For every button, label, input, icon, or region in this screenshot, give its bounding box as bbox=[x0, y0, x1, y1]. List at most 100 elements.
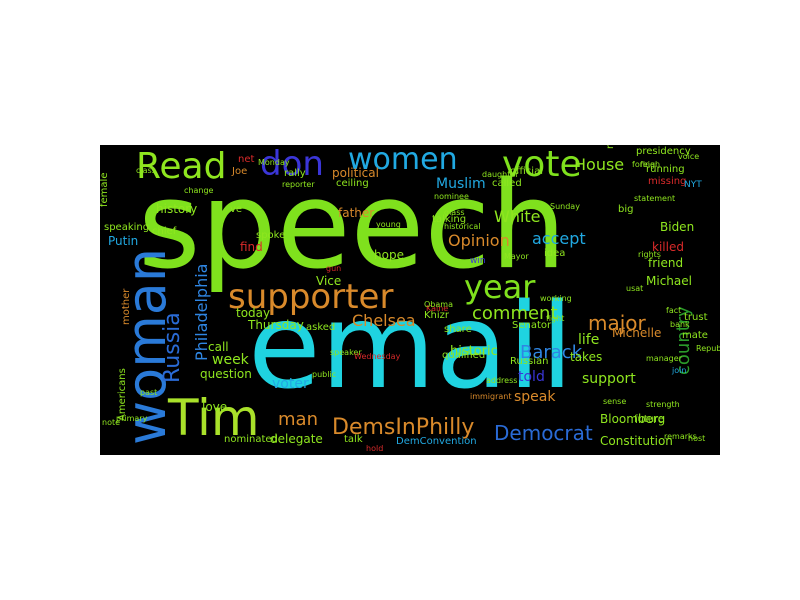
word-presidency: presidency bbox=[636, 146, 691, 157]
word-killed: killed bbox=[652, 240, 684, 254]
word-missing: missing bbox=[648, 176, 687, 187]
word-accept: accept bbox=[532, 229, 586, 248]
word-ceiling: ceiling bbox=[336, 178, 369, 189]
word-russia: Russia bbox=[160, 312, 185, 383]
word-support: support bbox=[582, 371, 636, 387]
word-historic: historic bbox=[450, 344, 498, 359]
word-talk: talk bbox=[344, 434, 363, 445]
word-past: past bbox=[140, 388, 158, 397]
word-week: week bbox=[212, 352, 249, 368]
word-republicans: Republicans bbox=[696, 344, 720, 353]
word-win: win bbox=[470, 256, 486, 266]
word-vote: vote bbox=[502, 145, 582, 185]
word-address: address bbox=[486, 376, 518, 385]
word-rally: rally bbox=[284, 168, 306, 179]
word-trust: trust bbox=[684, 312, 708, 323]
word-house: House bbox=[574, 155, 625, 174]
word-life: life bbox=[578, 332, 600, 348]
word-reporter: reporter bbox=[282, 180, 315, 189]
word-friend: friend bbox=[648, 256, 684, 270]
word-thursday: Thursday bbox=[248, 318, 304, 332]
word-vice: Vice bbox=[316, 274, 342, 288]
word-senator: Senator bbox=[512, 320, 552, 331]
word-constitution: Constitution bbox=[600, 434, 673, 448]
word-muslim: Muslim bbox=[436, 176, 486, 192]
word-change: change bbox=[184, 186, 214, 195]
word-note: note bbox=[102, 418, 121, 427]
word-bank: bank bbox=[670, 320, 690, 329]
word-biden: Biden bbox=[660, 220, 695, 234]
word-wednesday: Wednesday bbox=[354, 352, 401, 361]
word-mate: mate bbox=[682, 330, 708, 341]
word-gun: gun bbox=[326, 264, 342, 273]
word-asked: asked bbox=[306, 322, 336, 333]
word-obama: Obama bbox=[424, 300, 453, 309]
word-running: running bbox=[646, 164, 685, 175]
word-russian: Russian bbox=[510, 356, 549, 367]
word-tim: Tim bbox=[168, 389, 260, 447]
word-chelsea: Chelsea bbox=[352, 311, 416, 330]
word-putin: Putin bbox=[108, 234, 139, 248]
word-talking: talking bbox=[432, 214, 467, 225]
word-host: host bbox=[688, 434, 706, 443]
word-glass: glass bbox=[444, 208, 465, 217]
word-takes: takes bbox=[570, 350, 603, 364]
word-mayor: Mayor bbox=[504, 252, 529, 261]
word-father: father bbox=[338, 206, 375, 220]
word-kaine: Kaine bbox=[426, 304, 449, 313]
word-love: love bbox=[202, 400, 228, 414]
word-supporter: supporter bbox=[228, 277, 394, 317]
word-monday: Monday bbox=[258, 158, 290, 167]
word-speech: speech bbox=[138, 157, 567, 296]
word-final: final bbox=[640, 160, 658, 169]
word-bloomberg: Bloomberg bbox=[600, 412, 666, 426]
word-share: share bbox=[444, 324, 472, 335]
word-demsinphilly: DemsInPhilly bbox=[332, 415, 475, 440]
word-demconvention: DemConvention bbox=[396, 436, 477, 447]
word-official: official bbox=[510, 166, 543, 177]
word-immigrant: immigrant bbox=[470, 392, 512, 401]
word-read: Read bbox=[136, 146, 227, 187]
word-told: told bbox=[518, 369, 545, 385]
word-major: major bbox=[588, 311, 646, 335]
word-sunday: Sunday bbox=[550, 202, 580, 211]
word-chief: chief bbox=[152, 226, 177, 237]
word-opinion: Opinion bbox=[448, 231, 510, 250]
word-voter: voter bbox=[272, 376, 309, 392]
word-hold: hold bbox=[366, 444, 384, 453]
word-cloud: speech email woman Tim supporter year Read don w… bbox=[100, 145, 720, 455]
word-voice: voice bbox=[678, 152, 700, 161]
word-remarks: remarks bbox=[664, 432, 697, 441]
word-qualified: qualified bbox=[442, 350, 486, 361]
word-barack: Barack bbox=[520, 342, 583, 363]
word-future: future bbox=[634, 414, 665, 425]
word-net: net bbox=[238, 154, 255, 165]
word-democrat: Democrat bbox=[494, 421, 593, 445]
word-fight: fight bbox=[546, 314, 565, 323]
word-female: female bbox=[100, 172, 110, 207]
word-mother: mother bbox=[121, 288, 132, 325]
word-question: question bbox=[200, 367, 252, 381]
word-primary: primary bbox=[116, 414, 148, 423]
word-called: called bbox=[492, 178, 522, 189]
word-fact: fact bbox=[666, 306, 682, 315]
word-delegate: delegate bbox=[270, 432, 323, 446]
word-nominated: nominated bbox=[224, 434, 278, 445]
word-foreign: foreign bbox=[632, 160, 661, 169]
word-usat: usat bbox=[626, 284, 644, 293]
word-white: White bbox=[494, 207, 541, 226]
word-spoke: spoke bbox=[256, 230, 286, 241]
word-class: class bbox=[136, 166, 156, 175]
word-sense: sense bbox=[603, 397, 627, 406]
word-find: find bbox=[240, 240, 263, 254]
word-idea: idea bbox=[544, 248, 566, 259]
word-michael: Michael bbox=[646, 274, 692, 288]
word-hope: hope bbox=[374, 248, 404, 262]
word-speaking: speaking bbox=[104, 222, 150, 233]
word-man: man bbox=[278, 409, 318, 430]
word-ve: ve bbox=[230, 204, 243, 215]
word-joe: Joe bbox=[232, 166, 248, 177]
word-join: join bbox=[672, 366, 687, 375]
word-comment: comment bbox=[472, 303, 558, 324]
word-don: don bbox=[260, 145, 324, 184]
